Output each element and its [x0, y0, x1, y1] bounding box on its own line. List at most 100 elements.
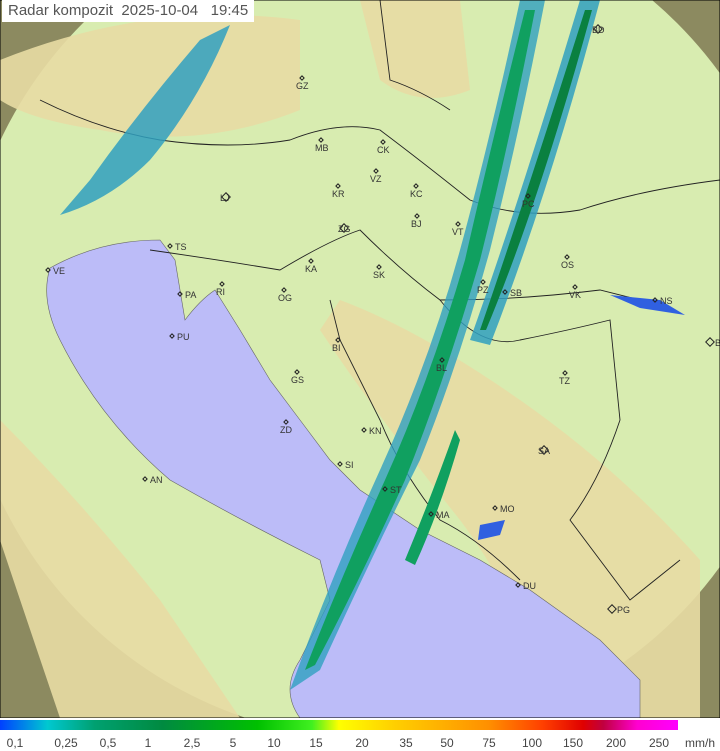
city-label: PU [177, 332, 190, 342]
city-marker-icon [572, 284, 578, 290]
city-ts: TS [167, 242, 187, 252]
city-os: OS [561, 254, 574, 270]
city-label: SB [510, 288, 522, 298]
city-marker-icon [652, 297, 658, 303]
city-vz: VZ [370, 168, 382, 184]
city-marker-icon [337, 461, 343, 467]
city-marker-icon [142, 476, 148, 482]
city-label: OG [278, 293, 292, 303]
city-kc: KC [410, 183, 423, 199]
city-label: MO [500, 504, 515, 514]
city-marker-icon [219, 281, 225, 287]
city-marker-icon [373, 168, 379, 174]
city-marker-icon [335, 337, 341, 343]
city-pg: PG [607, 604, 630, 615]
city-bd: BD [592, 24, 605, 35]
title-date: 2025-10-04 [121, 2, 199, 19]
city-marker-icon [283, 419, 289, 425]
city-marker-icon [562, 370, 568, 376]
city-ri: RI [216, 281, 225, 297]
city-du: DU [515, 581, 536, 591]
city-sb: SB [502, 288, 522, 298]
city-label: VT [452, 227, 464, 237]
city-zd: ZD [280, 419, 292, 435]
city-marker-icon [177, 291, 183, 297]
city-label: KN [369, 426, 382, 436]
city-label: TS [175, 242, 187, 252]
city-gs: GS [291, 369, 304, 385]
city-label: PZ [477, 285, 489, 295]
city-label: MA [436, 510, 450, 520]
city-label: OS [561, 260, 574, 270]
city-marker-icon [480, 279, 486, 285]
city-label: PC [522, 199, 535, 209]
city-sk: SK [373, 264, 385, 280]
city-label: NS [660, 296, 673, 306]
city-label: KR [332, 189, 345, 199]
city-label: BI [332, 343, 341, 353]
city-sa: SA [538, 445, 550, 456]
city-label: AN [150, 475, 163, 485]
city-marker-icon [539, 445, 549, 455]
city-bj: BJ [411, 213, 422, 229]
city-label: SA [538, 446, 550, 456]
city-label: VK [569, 290, 581, 300]
city-label: KA [305, 264, 317, 274]
city-marker-icon [455, 221, 461, 227]
city-ka: KA [305, 258, 317, 274]
city-marker-icon [339, 223, 349, 233]
city-an: AN [142, 475, 163, 485]
city-marker-icon [221, 192, 231, 202]
city-marker-icon [45, 267, 51, 273]
legend-labels: 0,1 0,25 0,5 1 2,5 5 10 15 20 35 50 75 100 150 200 250 m… [0, 736, 720, 751]
legend-value: 250 [648, 736, 670, 750]
city-pz: PZ [477, 279, 489, 295]
legend-value: 75 [482, 736, 496, 750]
city-ma: MA [428, 510, 450, 520]
city-bg: BG [705, 337, 720, 348]
city-pc: PC [522, 193, 535, 209]
precipitation-layer [60, 0, 685, 690]
city-marker-icon [413, 183, 419, 189]
city-marker-icon [593, 24, 603, 34]
adriatic-sea [46, 239, 641, 718]
city-marker-icon [564, 254, 570, 260]
legend-value: 20 [355, 736, 369, 750]
city-ck: CK [377, 139, 390, 155]
legend-value: 0,5 [99, 736, 117, 750]
city-marker-icon [169, 333, 175, 339]
city-mb: MB [315, 137, 329, 153]
city-label: BL [436, 363, 447, 373]
city-label: PA [185, 290, 196, 300]
city-marker-icon [318, 137, 324, 143]
city-kn: KN [361, 426, 382, 436]
map-title: Radar kompozit 2025-10-04 19:45 [2, 0, 255, 22]
title-label: Radar kompozit [8, 2, 114, 19]
city-label: BJ [411, 219, 422, 229]
city-label: SI [345, 460, 354, 470]
city-label: VZ [370, 174, 382, 184]
city-gz: GZ [296, 75, 309, 91]
city-marker-icon [308, 258, 314, 264]
city-zg: ZG [338, 223, 351, 234]
city-label: GS [291, 375, 304, 385]
city-marker-icon [380, 139, 386, 145]
city-label: LJ [220, 193, 230, 203]
city-mo: MO [492, 504, 515, 514]
legend-value: 0,25 [54, 736, 78, 750]
city-label: DU [523, 581, 536, 591]
city-og: OG [278, 287, 292, 303]
city-vt: VT [452, 221, 464, 237]
legend-value: 15 [309, 736, 323, 750]
city-bl: BL [436, 357, 447, 373]
city-label: TZ [559, 376, 570, 386]
legend-unit: mm/h [685, 736, 715, 750]
city-marker-icon [281, 287, 287, 293]
city-label: BD [592, 25, 605, 35]
legend-value: 5 [229, 736, 237, 750]
city-label: PG [617, 605, 630, 615]
legend-value: 35 [399, 736, 413, 750]
radar-map[interactable]: GZ MB CK VZ KR KC LJ TS ZG BJ VT PC BD KA SK RI VE PA OG OS… [0, 0, 720, 718]
city-label: KC [410, 189, 423, 199]
city-pa: PA [177, 290, 196, 300]
